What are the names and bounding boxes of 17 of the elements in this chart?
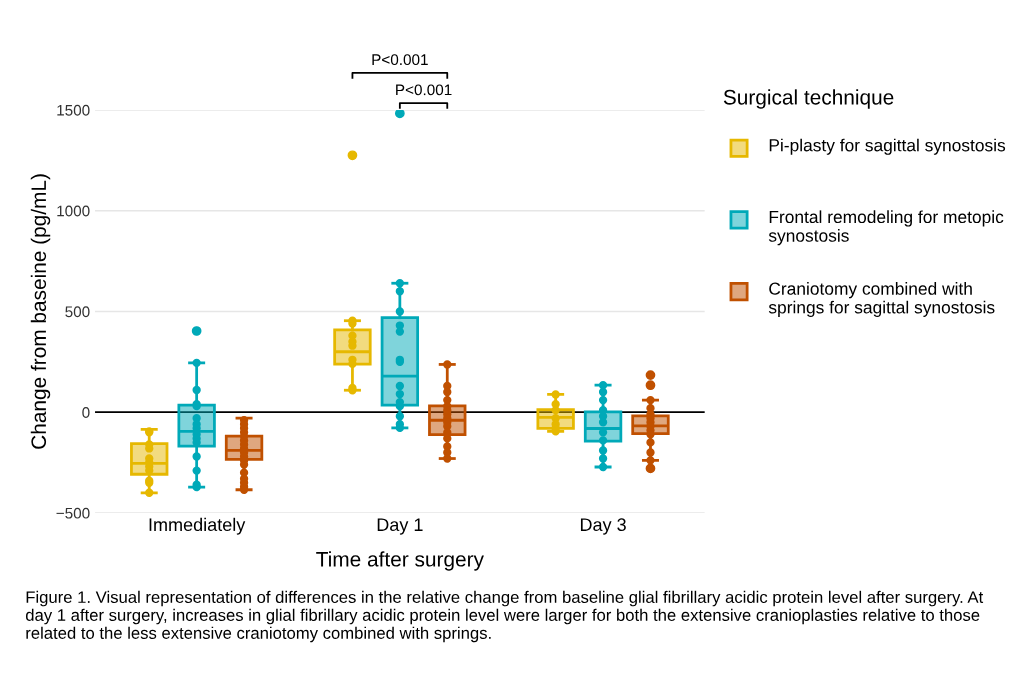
x-tick-label: Day 1 (377, 518, 423, 535)
legend-label: Frontal remodeling for metopic synostosis (768, 210, 1004, 246)
x-axis-title: Time after surgery (316, 551, 484, 571)
text: P<0.001 (396, 84, 452, 96)
y-tick-label: 1000 (57, 205, 90, 217)
y-tick-label: 500 (65, 306, 90, 318)
x-tick-label: Day 3 (580, 518, 626, 535)
y-tick-label: 1500 (57, 104, 90, 116)
y-axis-title: Change from baseine (pg/mL) (30, 174, 51, 449)
legend-title: Surgical technique (723, 89, 894, 109)
y-tick-label: 0 (82, 407, 90, 418)
y-tick-label: −500 (56, 507, 90, 519)
text: P<0.001 (372, 54, 428, 66)
caption: Figure 1. Visual representation of differences in the relative change from baseline glial fibrillary acidic protein level after surgery. At day 1 after surgery, increases in glial fibrillary acidic protein level were larger for both the extensive cranioplasties relative to those related to the less extensive craniotomy combined with springs. (25, 590, 984, 643)
legend-label: Craniotomy combined with springs for sagittal synostosis (768, 282, 995, 317)
x-tick-label: Immediately (149, 517, 246, 535)
legend-label: Pi-plasty for sagittal synostosis (769, 138, 1006, 155)
